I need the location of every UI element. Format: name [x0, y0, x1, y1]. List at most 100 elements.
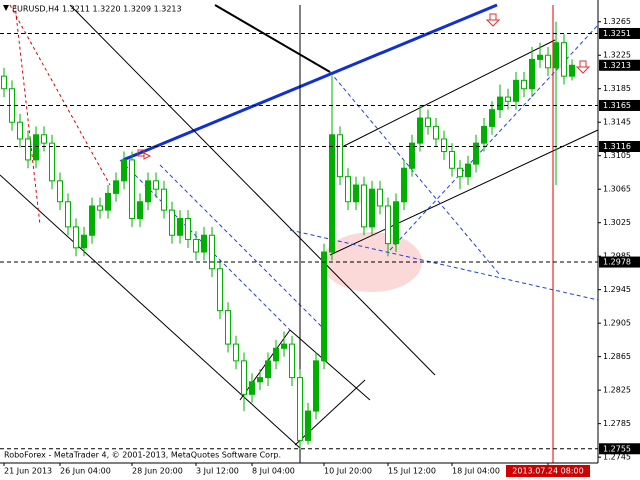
candle-body — [65, 201, 71, 228]
candle-body — [497, 96, 503, 111]
level-label: 1.3116 — [603, 142, 631, 151]
candle-body — [169, 209, 175, 236]
candle-body — [481, 125, 487, 144]
candle-body — [129, 159, 135, 220]
candle-body — [193, 238, 199, 253]
y-tick-label: 1.2745 — [603, 453, 631, 462]
candle-body — [49, 142, 55, 182]
candle-body — [489, 109, 495, 127]
trend-line — [214, 4, 331, 73]
ohlc: 1.3211 1.3220 1.3209 1.3213 — [62, 5, 182, 14]
candle-body — [97, 205, 103, 211]
trend-line — [69, 4, 436, 376]
candle-body — [153, 180, 159, 190]
candle-body — [521, 79, 527, 90]
candle-body — [265, 360, 271, 379]
level-label-box — [599, 443, 640, 455]
trend-line — [0, 174, 301, 449]
symbol: EURUSD,H4 — [12, 5, 59, 14]
candle-body — [241, 360, 247, 395]
candle-body — [273, 347, 279, 362]
symbol-icon — [3, 5, 9, 11]
candle-body — [113, 180, 119, 194]
candle-body — [425, 117, 431, 127]
candle-body — [569, 64, 575, 77]
candle-body — [529, 58, 535, 90]
candle-body — [89, 205, 95, 236]
footer: RoboForex - MetaTrader 4, © 2001-2013, M… — [4, 451, 281, 460]
candle-body — [41, 134, 47, 144]
y-tick-label: 1.2825 — [603, 386, 631, 395]
y-tick-label: 1.2865 — [603, 352, 631, 361]
x-tick-label: 26 Jun 04:00 — [60, 467, 111, 476]
trend-line — [14, 4, 41, 226]
candle-body — [185, 218, 191, 240]
y-tick-label: 1.3025 — [603, 218, 631, 227]
x-tick-label: 28 Jun 20:00 — [132, 467, 183, 476]
price-label-box — [599, 59, 640, 71]
trend-line — [289, 229, 599, 301]
candle-body — [33, 134, 39, 161]
down-arrow — [485, 13, 501, 27]
candle-body — [57, 180, 63, 203]
level-label-box — [599, 99, 640, 111]
candle-body — [81, 234, 87, 249]
candle-body — [329, 134, 335, 253]
candle-body — [505, 96, 511, 102]
candle-body — [17, 121, 23, 140]
x-tick-label: 18 Jul 04:00 — [452, 467, 500, 476]
level-label: 1.3251 — [603, 29, 631, 38]
candle-body — [233, 343, 239, 362]
level-label-box — [599, 141, 640, 153]
trend-line — [159, 164, 326, 331]
candle-body — [561, 42, 567, 77]
candle-body — [409, 142, 415, 169]
level-label-box — [599, 256, 640, 268]
candle-body — [121, 159, 127, 182]
candle-body — [393, 201, 399, 245]
candle-body — [465, 163, 471, 178]
candle-body — [177, 218, 183, 236]
candle-body — [545, 54, 551, 69]
candle-body — [281, 343, 287, 349]
candle-body — [217, 268, 223, 312]
y-tick-label: 1.2985 — [603, 252, 631, 261]
candle-body — [289, 343, 295, 379]
plot — [1, 21, 575, 449]
candle-body — [345, 176, 351, 203]
candle-body — [337, 134, 343, 178]
level-label: 1.2978 — [603, 258, 631, 267]
candle-body — [473, 142, 479, 165]
trend-line — [122, 3, 498, 162]
candle-body — [257, 377, 263, 383]
y-tick-label: 1.3185 — [603, 84, 631, 93]
candle-body — [225, 310, 231, 345]
candle-body — [449, 151, 455, 169]
right-arrow — [137, 149, 152, 160]
candle-body — [553, 42, 559, 69]
trend-line — [339, 39, 556, 149]
price-label: 1.3213 — [603, 61, 631, 70]
candle-body — [305, 410, 311, 441]
x-tick-label: 2013.07.24 08:00 — [512, 467, 583, 476]
candle-body — [385, 205, 391, 245]
candle-body — [353, 184, 359, 203]
candle-body — [537, 54, 543, 60]
y-tick-label: 1.3145 — [603, 118, 631, 127]
x-tick-label: 21 Jun 2013 — [4, 467, 52, 476]
level-label-box — [599, 27, 640, 39]
x-tick-label: 15 Jul 12:00 — [388, 467, 436, 476]
candle-body — [361, 184, 367, 228]
candle-body — [433, 125, 439, 140]
candle-body — [209, 234, 215, 270]
y-tick-label: 1.3065 — [603, 185, 631, 194]
candle-body — [297, 377, 303, 441]
candle-body — [201, 234, 207, 253]
cursor-label-box — [506, 465, 590, 477]
x-tick-label: 10 Jul 20:00 — [324, 467, 372, 476]
candle-body — [1, 75, 7, 90]
y-tick-label: 1.2945 — [603, 285, 631, 294]
candle-body — [369, 188, 375, 228]
y-tick-label: 1.2905 — [603, 319, 631, 328]
